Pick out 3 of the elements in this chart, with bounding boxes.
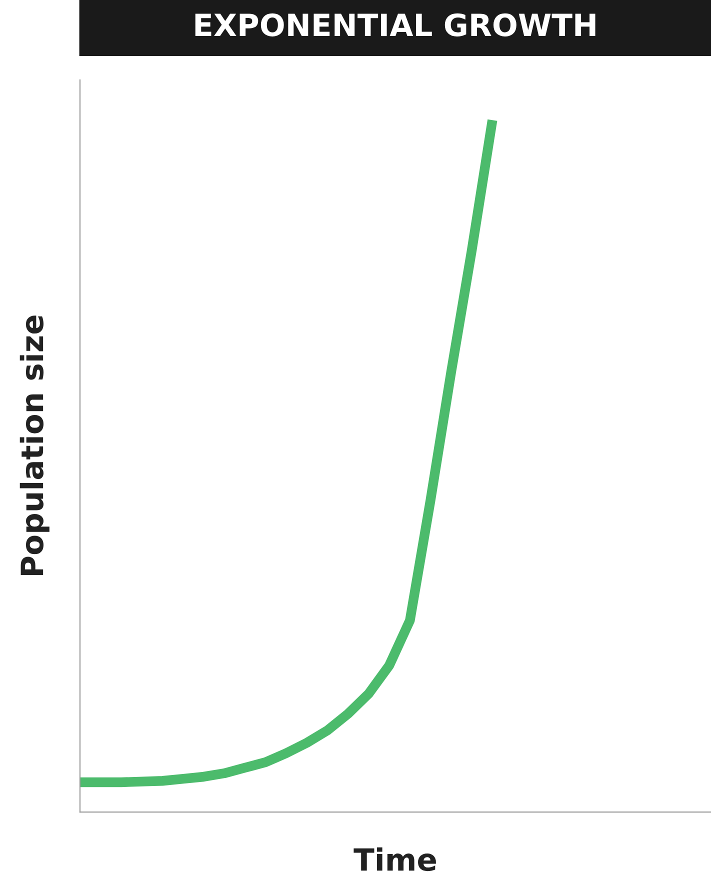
chart-title: EXPONENTIAL GROWTH xyxy=(195,13,596,36)
y-axis-title: Population size xyxy=(20,316,50,576)
x-axis-title: Time xyxy=(354,847,436,872)
